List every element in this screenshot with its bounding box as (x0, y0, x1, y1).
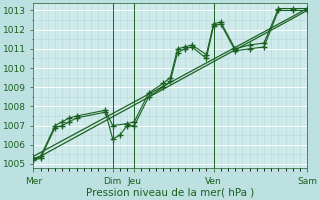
X-axis label: Pression niveau de la mer( hPa ): Pression niveau de la mer( hPa ) (86, 187, 254, 197)
